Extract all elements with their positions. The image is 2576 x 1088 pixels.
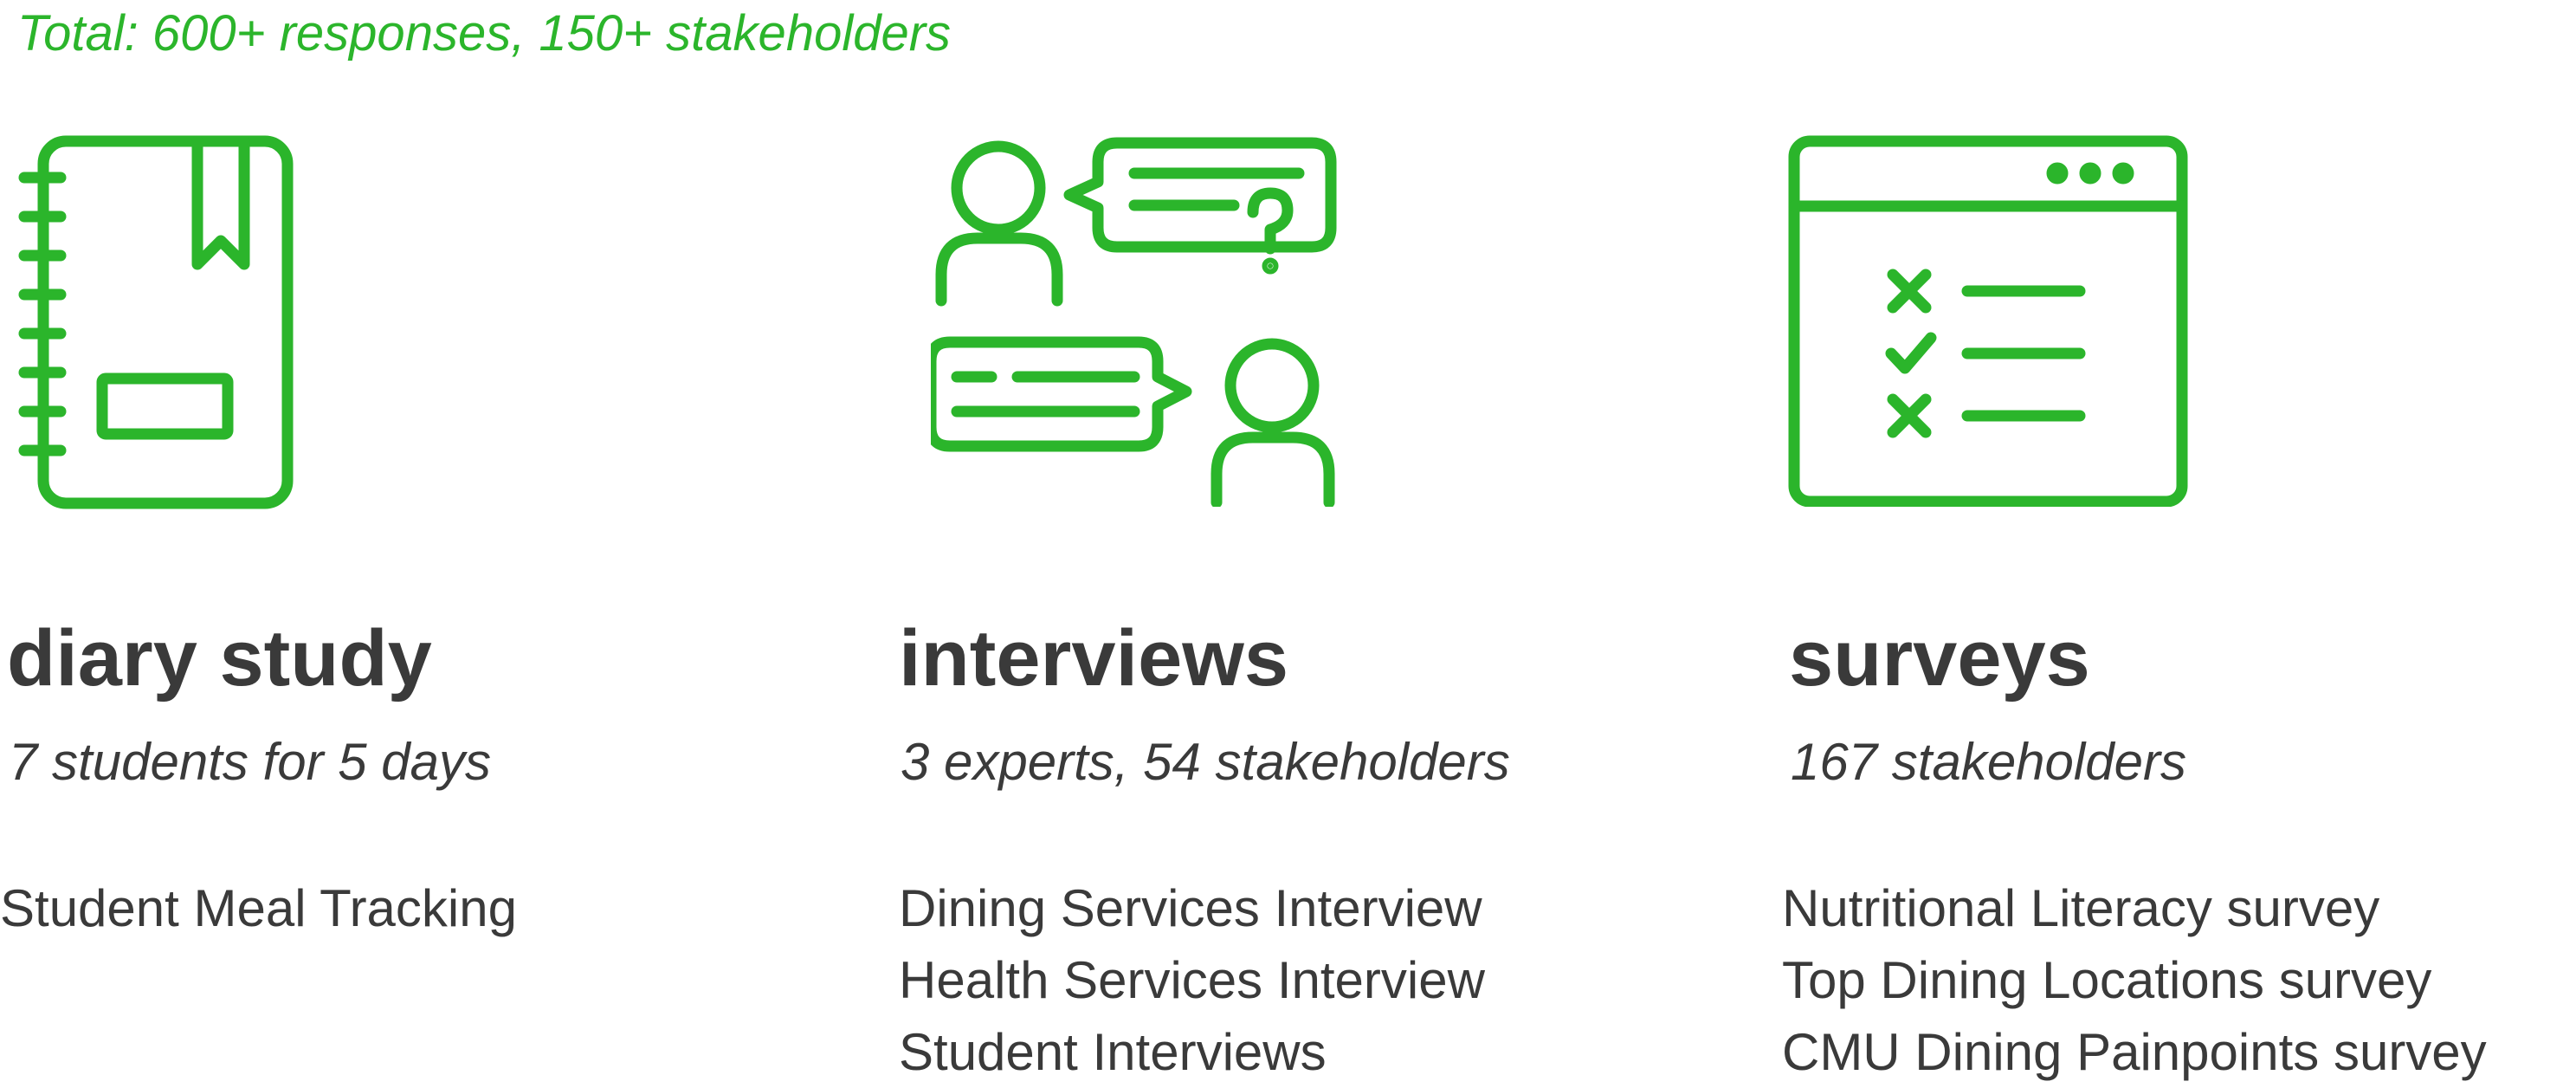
method-diary-study: diary study 7 students for 5 days Studen… bbox=[0, 611, 517, 944]
list-item: CMU Dining Painpoints survey bbox=[1782, 1023, 2487, 1081]
survey-window-icon bbox=[1787, 134, 2189, 507]
list-item: Nutritional Literacy survey bbox=[1782, 879, 2380, 937]
method-title: diary study bbox=[7, 614, 432, 703]
method-item-list: Nutritional Literacy survey Top Dining L… bbox=[1782, 872, 2487, 1088]
interview-conversation-icon bbox=[931, 134, 1346, 507]
notebook-icon bbox=[17, 134, 294, 511]
method-title: surveys bbox=[1789, 614, 2090, 703]
total-summary: Total: 600+ responses, 150+ stakeholders bbox=[17, 5, 952, 62]
list-item: Top Dining Locations survey bbox=[1782, 951, 2432, 1009]
method-subtitle: 167 stakeholders bbox=[1791, 733, 2186, 791]
method-item-list: Dining Services Interview Health Service… bbox=[899, 872, 1510, 1088]
list-item: Dining Services Interview bbox=[899, 879, 1482, 937]
list-item: Student Interviews bbox=[899, 1023, 1327, 1081]
list-item: Health Services Interview bbox=[899, 951, 1485, 1009]
method-surveys: surveys 167 stakeholders Nutritional Lit… bbox=[1782, 611, 2487, 1088]
method-subtitle: 7 students for 5 days bbox=[9, 733, 491, 791]
list-item: Student Meal Tracking bbox=[0, 879, 517, 937]
method-subtitle: 3 experts, 54 stakeholders bbox=[901, 733, 1510, 791]
method-title: interviews bbox=[899, 614, 1288, 703]
method-interviews: interviews 3 experts, 54 stakeholders Di… bbox=[899, 611, 1510, 1088]
method-item-list: Student Meal Tracking bbox=[0, 872, 517, 944]
